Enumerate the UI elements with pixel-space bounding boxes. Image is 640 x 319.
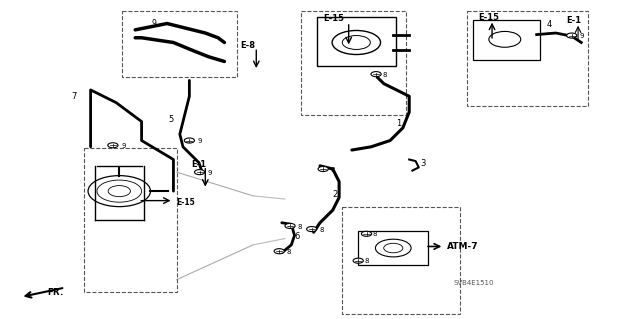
Circle shape (342, 35, 371, 49)
Text: 7: 7 (72, 92, 77, 101)
Text: 3: 3 (420, 159, 426, 168)
Circle shape (285, 223, 295, 228)
Circle shape (371, 71, 381, 77)
FancyBboxPatch shape (358, 231, 428, 265)
Text: SVB4E1510: SVB4E1510 (454, 280, 494, 286)
Circle shape (307, 226, 317, 232)
Circle shape (376, 239, 411, 257)
Text: 9: 9 (579, 33, 584, 39)
FancyBboxPatch shape (473, 20, 540, 60)
Text: E-15: E-15 (177, 198, 195, 207)
Text: 8: 8 (383, 72, 387, 78)
Circle shape (184, 138, 195, 143)
Text: $\bf{FR.}$: $\bf{FR.}$ (47, 286, 64, 297)
Text: 9: 9 (121, 143, 125, 149)
Text: 8: 8 (287, 249, 291, 255)
Text: 6: 6 (294, 232, 300, 241)
Circle shape (353, 258, 364, 263)
Circle shape (332, 31, 381, 55)
Text: E-1: E-1 (566, 16, 582, 25)
Circle shape (566, 33, 577, 38)
Text: 9: 9 (197, 138, 202, 145)
Text: E-15: E-15 (478, 13, 499, 22)
Text: E-8: E-8 (241, 41, 255, 49)
Circle shape (489, 32, 521, 47)
Circle shape (318, 167, 328, 172)
Text: 4: 4 (546, 20, 552, 29)
Text: 9: 9 (207, 170, 212, 176)
Text: 8: 8 (298, 224, 302, 230)
Circle shape (384, 243, 403, 253)
Circle shape (362, 231, 372, 236)
Text: ATM-7: ATM-7 (447, 242, 479, 251)
Text: 9: 9 (151, 19, 156, 28)
Circle shape (108, 143, 118, 148)
Text: 5: 5 (168, 115, 173, 123)
Text: E-15: E-15 (323, 14, 344, 23)
Text: 8: 8 (319, 227, 324, 233)
Circle shape (195, 170, 205, 175)
Text: E-1: E-1 (191, 160, 207, 169)
Text: 8: 8 (373, 232, 378, 237)
Circle shape (274, 249, 284, 254)
Text: 2: 2 (333, 190, 338, 199)
Text: 8: 8 (365, 258, 369, 264)
Text: 1: 1 (396, 119, 402, 128)
Text: 8: 8 (331, 167, 335, 173)
FancyBboxPatch shape (317, 17, 396, 66)
